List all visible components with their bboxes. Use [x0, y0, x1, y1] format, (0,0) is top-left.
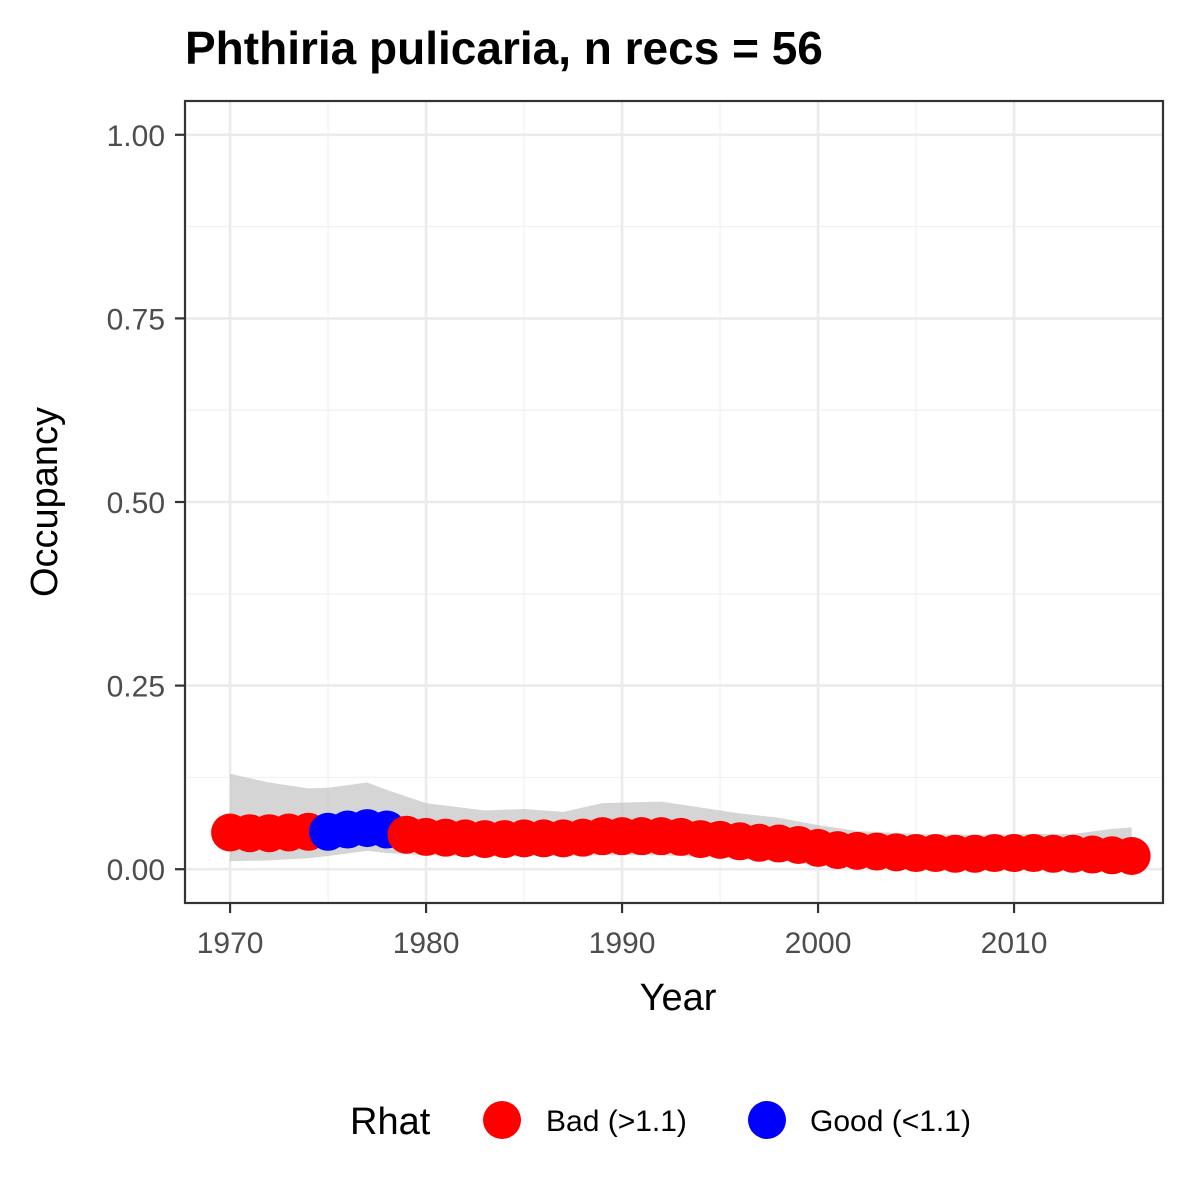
x-tick-label: 2000 [785, 927, 852, 960]
y-axis-title: Occupancy [24, 407, 66, 597]
y-tick-label: 0.50 [107, 487, 165, 520]
legend-label-good: Good (<1.1) [810, 1105, 971, 1138]
x-tick-label: 1990 [589, 927, 656, 960]
legend-label-bad: Bad (>1.1) [546, 1105, 687, 1138]
legend: Rhat Bad (>1.1) Good (<1.1) [350, 1101, 971, 1143]
x-axis-ticks: 1970 1980 1990 2000 2010 [197, 903, 1048, 960]
data-points [211, 809, 1151, 875]
x-tick-label: 1970 [197, 927, 264, 960]
y-tick-label: 0.25 [107, 671, 165, 704]
y-axis-ticks: 0.00 0.25 0.50 0.75 1.00 [107, 120, 185, 887]
legend-key-bad [483, 1101, 521, 1139]
x-axis-title: Year [640, 977, 717, 1019]
data-point-bad [1112, 836, 1151, 875]
minor-gridlines [185, 101, 1163, 903]
y-tick-label: 0.75 [107, 303, 165, 336]
legend-title: Rhat [350, 1101, 431, 1143]
y-tick-label: 0.00 [107, 854, 165, 887]
x-tick-label: 2010 [981, 927, 1048, 960]
chart-title: Phthiria pulicaria, n recs = 56 [185, 22, 823, 74]
y-tick-label: 1.00 [107, 120, 165, 153]
x-tick-label: 1980 [393, 927, 460, 960]
legend-key-good [748, 1101, 786, 1139]
